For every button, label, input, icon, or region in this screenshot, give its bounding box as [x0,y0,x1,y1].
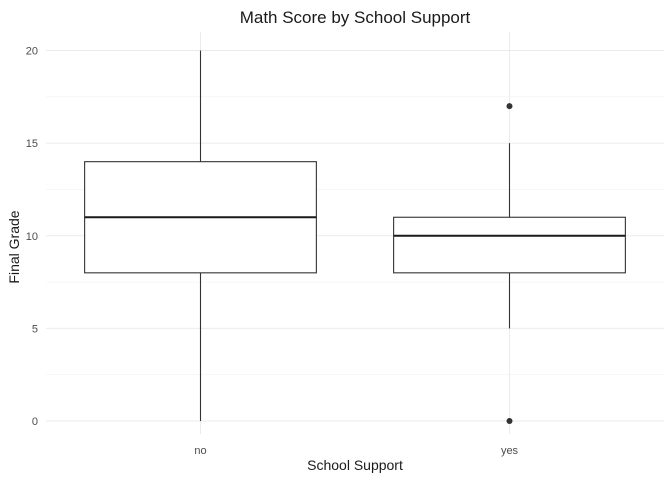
x-axis-ticks: no yes [194,445,518,457]
box-no [84,50,317,422]
y-tick-label: 10 [26,231,38,243]
outlier-point [506,418,513,425]
x-axis-title: School Support [307,457,403,473]
x-tick-label: yes [501,445,519,457]
box-yes [393,103,626,425]
y-tick-label: 5 [32,323,38,335]
y-axis-title: Final Grade [6,210,22,283]
chart-title: Math Score by School Support [240,8,471,27]
y-tick-label: 0 [32,416,38,428]
box-series [84,50,626,425]
interquartile-box [393,216,626,274]
y-axis-ticks: 0 5 10 15 20 [26,46,38,429]
y-tick-label: 15 [26,138,38,150]
y-tick-label: 20 [26,46,38,58]
outlier-point [506,103,513,110]
x-tick-label: no [194,445,206,457]
